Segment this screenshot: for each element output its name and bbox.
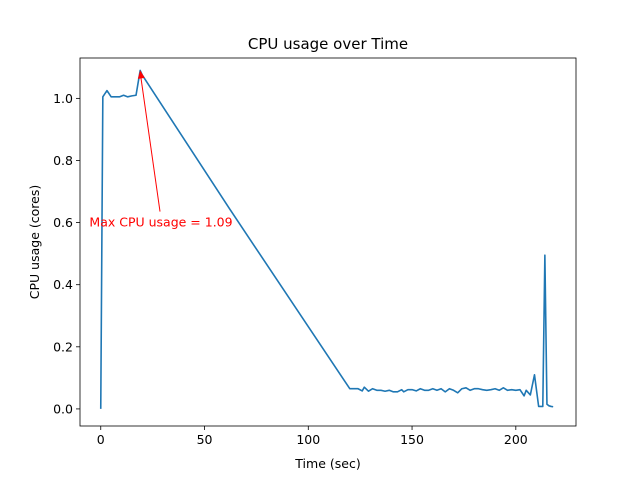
y-axis-label: CPU usage (cores)	[27, 185, 42, 299]
x-tick-label: 0	[97, 432, 105, 447]
annotation-label: Max CPU usage = 1.09	[89, 215, 232, 230]
series-line-0	[99, 69, 554, 409]
y-tick-label: 0.4	[53, 277, 73, 292]
annotation-arrowhead	[137, 70, 145, 79]
x-tick-label: 50	[197, 432, 213, 447]
x-axis-label: Time (sec)	[294, 456, 360, 471]
y-axis: 0.0 0.2 0.4 0.6 0.8 1.0	[53, 91, 80, 416]
y-tick-label: 0.2	[53, 339, 73, 354]
x-axis: 0 50 100 150 200	[97, 426, 528, 447]
axes-frame	[79, 57, 577, 427]
y-tick-label: 1.0	[53, 91, 73, 106]
x-tick-label: 200	[504, 432, 528, 447]
plot-area	[99, 69, 554, 409]
chart-title: CPU usage over Time	[248, 35, 408, 53]
max-annotation: Max CPU usage = 1.09	[89, 70, 233, 230]
y-tick-label: 0.8	[53, 153, 73, 168]
y-tick-label: 0.6	[53, 215, 73, 230]
x-tick-label: 150	[400, 432, 424, 447]
annotation-arrow	[139, 72, 161, 212]
y-tick-label: 0.0	[53, 401, 73, 416]
x-tick-label: 100	[296, 432, 320, 447]
